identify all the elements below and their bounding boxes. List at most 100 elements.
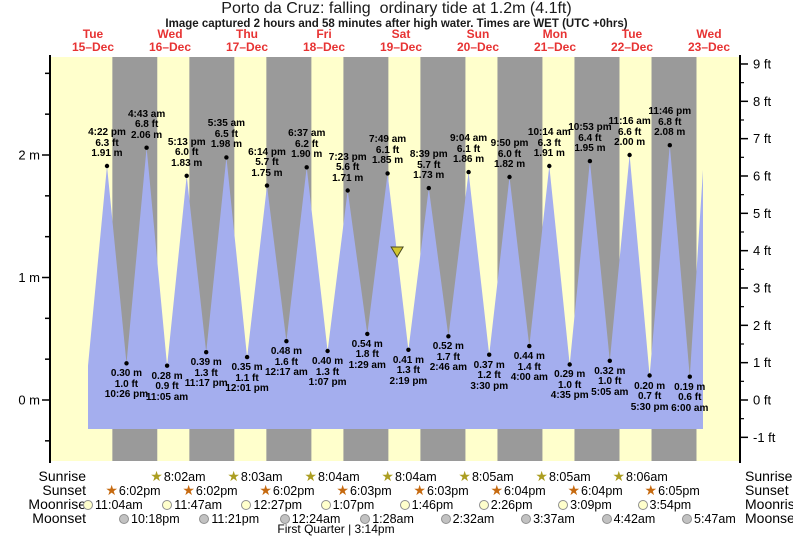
tide-point [345, 188, 350, 193]
sunrise-time-text: 8:02am [163, 469, 206, 484]
moonrise-time: 2:26pm [478, 498, 533, 512]
sunset-time-text: 6:03pm [349, 483, 392, 498]
tide-label-line: 0.39 m [190, 357, 222, 369]
foot-tick-label: 5 ft [753, 206, 771, 221]
moonrise-time: 1:46pm [399, 498, 453, 512]
tide-label-line: 6.0 ft [175, 147, 199, 159]
tide-label-line: 1.1 ft [235, 372, 259, 384]
tide-point [647, 373, 652, 378]
tide-label-line: 1.71 m [332, 172, 364, 184]
astro-row-label-left: Sunrise [38, 468, 86, 484]
moonrise-time: 12:27pm [241, 497, 303, 512]
tide-point [284, 339, 289, 344]
day-date: 16–Dec [148, 40, 192, 54]
moonset-icon [601, 513, 612, 524]
day-label: Sat 19–Dec [380, 28, 422, 54]
moonset-icon [119, 513, 130, 524]
tide-label-line: 2.00 m [614, 137, 646, 148]
sunset-time-text: 6:03pm [426, 483, 469, 498]
sunset-time: ★ 6:05pm [645, 483, 700, 498]
tide-label-line: 6.4 ft [578, 132, 602, 144]
moonrise-time: 3:09pm [558, 498, 612, 512]
tide-label-line: 0.32 m [594, 365, 626, 377]
tide-label-line: 0.29 m [554, 369, 586, 381]
tide-label-line: 4:43 am [128, 108, 166, 120]
tide-label-line: 5.6 ft [336, 162, 360, 174]
tide-label-line: 6:37 am [288, 128, 326, 140]
tide-label-line: 6.0 ft [497, 148, 522, 160]
sunrise-time: ★ 8:04am [381, 468, 437, 484]
moonrise-time-text: 12:27pm [253, 497, 303, 512]
high-tide-label: 5:35 am 6.5 ft 1.98 m [208, 119, 245, 151]
high-tide-label: 8:39 pm 5.7 ft 1.73 m [410, 150, 448, 182]
moonrise-icon [241, 499, 252, 510]
tide-label-line: 5:30 pm [630, 401, 669, 413]
low-tide-label: 0.41 m 1.3 ft 2:19 pm [390, 355, 428, 388]
sunrise-time-text: 8:03am [240, 469, 283, 484]
moonset-time-text: 3:37am [533, 511, 575, 526]
moonrise-icon [637, 499, 648, 510]
tide-point [385, 171, 390, 176]
high-tide-label: 7:23 pm 5.6 ft 1.71 m [328, 151, 367, 185]
sunrise-time-text: 8:05am [548, 469, 591, 484]
astro-row-label-left: Moonrise [28, 496, 86, 512]
sunrise-icon: ★ [227, 468, 240, 484]
tide-label-line: 11:46 pm [648, 106, 692, 118]
sunrise-time: ★ 8:02am [150, 469, 206, 484]
moonset-time: 10:18pm [119, 512, 180, 526]
sunrise-time-text: 8:04am [317, 469, 360, 484]
day-of-week: Fri [316, 27, 332, 41]
moonset-time: 2:32am [440, 512, 494, 526]
high-tide-label: 6:37 am 6.2 ft 1.90 m [288, 129, 325, 161]
sunset-time-text: 6:02pm [118, 483, 161, 498]
tide-label-line: 9:50 pm [490, 138, 529, 150]
tide-label-line: 0.7 ft [637, 391, 662, 402]
tide-label-line: 12:01 pm [225, 383, 269, 395]
tide-point [627, 152, 632, 158]
high-tide-label: 9:50 pm 6.0 ft 1.82 m [491, 139, 529, 171]
astro-row-label-right: Moonrise [745, 496, 793, 512]
tide-point [426, 185, 431, 191]
sunrise-time-text: 8:04am [394, 469, 437, 484]
tide-label-line: 0.52 m [432, 341, 464, 353]
moonrise-icon [558, 499, 569, 510]
moonrise-time-text: 1:07pm [332, 497, 375, 512]
tide-point [507, 174, 512, 180]
tide-label-line: 11:16 am [608, 116, 651, 127]
low-tide-label: 0.52 m 1.7 ft 2:46 am [430, 342, 467, 374]
tide-label-line: 7:23 pm [328, 151, 367, 163]
moonrise-time: 11:47am [162, 497, 223, 512]
tide-label-line: 4:22 pm [88, 127, 126, 139]
low-tide-label: 0.28 m 0.9 ft 11:05 am [146, 370, 188, 404]
tide-label-line: 2.06 m [131, 129, 163, 141]
sunset-time: ★ 6:03pm [336, 483, 392, 498]
tide-label-line: 6.3 ft [537, 137, 561, 149]
low-tide-label: 0.20 m 0.7 ft 5:30 pm [630, 381, 669, 414]
day-label: Fri 18–Dec [303, 28, 345, 54]
tide-point [406, 347, 411, 352]
tide-label-line: 1.4 ft [517, 361, 541, 373]
tide-label-line: 6.3 ft [95, 137, 119, 149]
tide-label-line: 6.8 ft [134, 119, 159, 131]
tide-label-line: 1.91 m [533, 148, 565, 160]
tide-label-line: 1.91 m [91, 148, 123, 160]
tide-point [667, 143, 672, 148]
tide-label-line: 0.28 m [151, 370, 183, 382]
tide-label-line: 0.54 m [351, 338, 383, 350]
tide-label-line: 6.5 ft [214, 128, 239, 140]
tide-label-line: 1.83 m [171, 157, 203, 169]
sunset-time-text: 6:02pm [272, 483, 315, 498]
astro-row-label-right: Sunset [745, 482, 789, 498]
sunrise-icon: ★ [381, 468, 394, 484]
day-of-week: Wed [696, 27, 722, 41]
high-tide-label: 6:14 pm 5.7 ft 1.75 m [248, 147, 286, 180]
day-label: Thu 17–Dec [226, 28, 268, 54]
sunset-icon: ★ [259, 482, 272, 498]
sunrise-time: ★ 8:06am [612, 469, 667, 484]
day-date: 19–Dec [379, 40, 423, 54]
day-of-week: Sat [391, 27, 411, 41]
high-tide-label: 4:43 am 6.8 ft 2.06 m [128, 108, 166, 142]
moonrise-time-text: 11:47am [174, 497, 223, 512]
tide-point [304, 165, 309, 170]
